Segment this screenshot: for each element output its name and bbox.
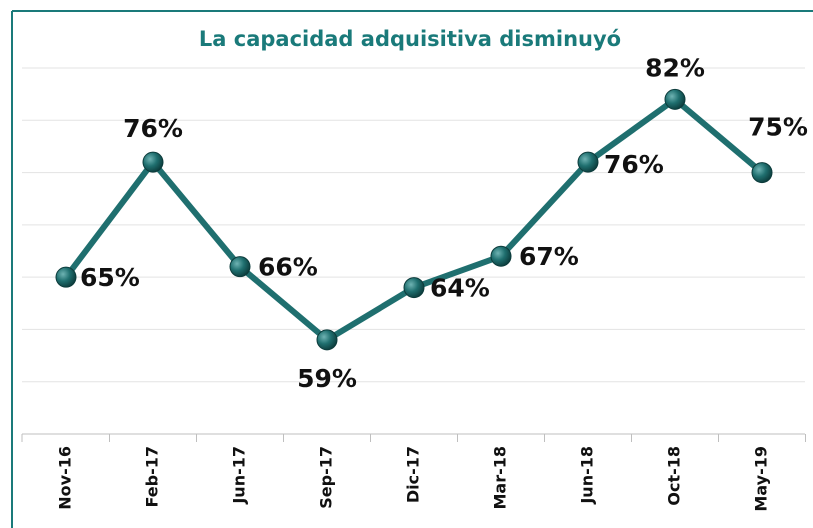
x-tick-label: Jun-18 [578, 446, 597, 505]
x-tick-label: May-19 [752, 446, 771, 512]
data-label: 64% [430, 274, 490, 303]
point [490, 245, 512, 267]
x-tick-label: Sep-17 [317, 446, 336, 509]
x-tick-label: Mar-18 [491, 446, 510, 510]
x-tick-label: Jun-17 [230, 446, 249, 505]
data-label: 65% [80, 263, 140, 292]
x-tick-label: Feb-17 [143, 446, 162, 508]
point [142, 151, 164, 173]
point [664, 88, 686, 110]
x-tick-label: Oct-18 [665, 446, 684, 506]
x-tick-label: Nov-16 [56, 446, 75, 510]
point [403, 277, 425, 299]
data-label: 66% [258, 253, 318, 282]
data-label: 82% [645, 53, 705, 82]
x-tick-label: Dic-17 [404, 446, 423, 503]
data-label: 59% [297, 364, 357, 393]
data-label: 75% [748, 113, 808, 142]
point [577, 151, 599, 173]
data-label: 76% [604, 150, 664, 179]
point [316, 329, 338, 351]
data-label: 67% [519, 242, 579, 271]
point [229, 256, 251, 278]
data-label: 76% [123, 114, 183, 143]
point [55, 266, 77, 288]
point [751, 162, 773, 184]
chart-title: La capacidad adquisitiva disminuyó [199, 27, 621, 51]
